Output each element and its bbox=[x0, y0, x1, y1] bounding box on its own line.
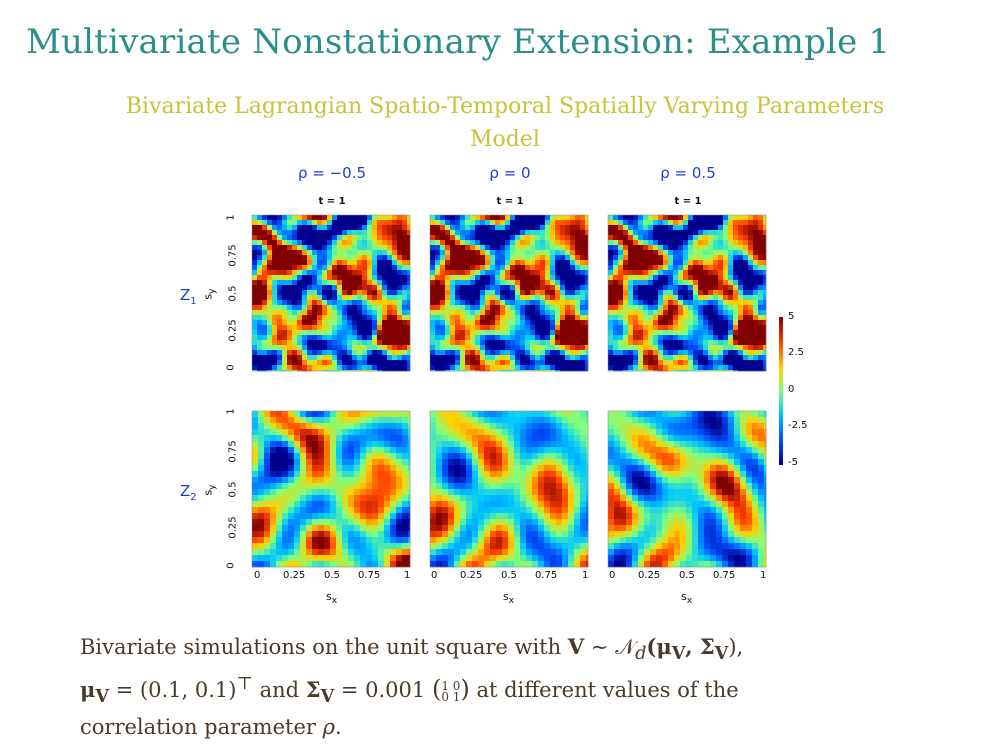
x-tick-col2-075: 0.75 bbox=[535, 570, 558, 581]
x-tick-col2-025: 0.25 bbox=[460, 570, 483, 581]
row-label-z2: Z2 bbox=[180, 482, 197, 503]
figure-caption: Bivariate simulations on the unit square… bbox=[80, 632, 860, 742]
x-tick-col1-075: 0.75 bbox=[358, 570, 381, 581]
x-tick-col3-025: 0.25 bbox=[638, 570, 661, 581]
caption-line-1: Bivariate simulations on the unit square… bbox=[80, 634, 744, 665]
x-tick-col1-05: 0.5 bbox=[324, 570, 340, 581]
slide-subtitle: Bivariate Lagrangian Spatio-Temporal Spa… bbox=[125, 94, 885, 152]
row-label-z1: Z1 bbox=[180, 286, 197, 307]
time-label-col1: t = 1 bbox=[318, 196, 346, 207]
time-label-col2: t = 1 bbox=[496, 196, 524, 207]
x-tick-col3-0: 0 bbox=[609, 570, 616, 581]
rho-label-col3: ρ = 0.5 bbox=[660, 164, 716, 182]
heatmap-panel bbox=[607, 214, 767, 372]
x-tick-col3-1: 1 bbox=[760, 570, 767, 581]
x-tick-col1-1: 1 bbox=[404, 570, 411, 581]
x-tick-col1-025: 0.25 bbox=[283, 570, 306, 581]
x-axis-label-col3: sx bbox=[681, 590, 693, 607]
caption-line-3: correlation parameter ρ. bbox=[80, 715, 342, 740]
heatmap-panel bbox=[607, 410, 767, 568]
heatmap-panel bbox=[429, 214, 589, 372]
heatmap-panel bbox=[251, 214, 411, 372]
slide-title: Multivariate Nonstationary Extension: Ex… bbox=[26, 22, 891, 62]
rho-label-col2: ρ = 0 bbox=[489, 164, 531, 182]
colorbar-tick-2-5: 2.5 bbox=[788, 347, 804, 358]
x-tick-col1-0: 0 bbox=[254, 570, 261, 581]
colorbar-tick-neg5: -5 bbox=[788, 457, 798, 468]
x-axis-label-col1: sx bbox=[326, 590, 338, 607]
x-tick-col3-05: 0.5 bbox=[679, 570, 695, 581]
x-tick-col2-0: 0 bbox=[431, 570, 438, 581]
x-tick-col3-075: 0.75 bbox=[713, 570, 736, 581]
rho-label-col1: ρ = −0.5 bbox=[297, 164, 367, 182]
colorbar-tick-5: 5 bbox=[788, 311, 795, 322]
x-tick-col2-05: 0.5 bbox=[501, 570, 517, 581]
time-label-col3: t = 1 bbox=[674, 196, 702, 207]
colorbar-tick-neg2-5: -2.5 bbox=[788, 420, 808, 431]
x-tick-col2-1: 1 bbox=[582, 570, 589, 581]
x-axis-label-col2: sx bbox=[503, 590, 515, 607]
heatmap-panel bbox=[429, 410, 589, 568]
colorbar-tick-0: 0 bbox=[788, 384, 795, 395]
colorbar bbox=[779, 317, 783, 465]
heatmap-panel bbox=[251, 410, 411, 568]
